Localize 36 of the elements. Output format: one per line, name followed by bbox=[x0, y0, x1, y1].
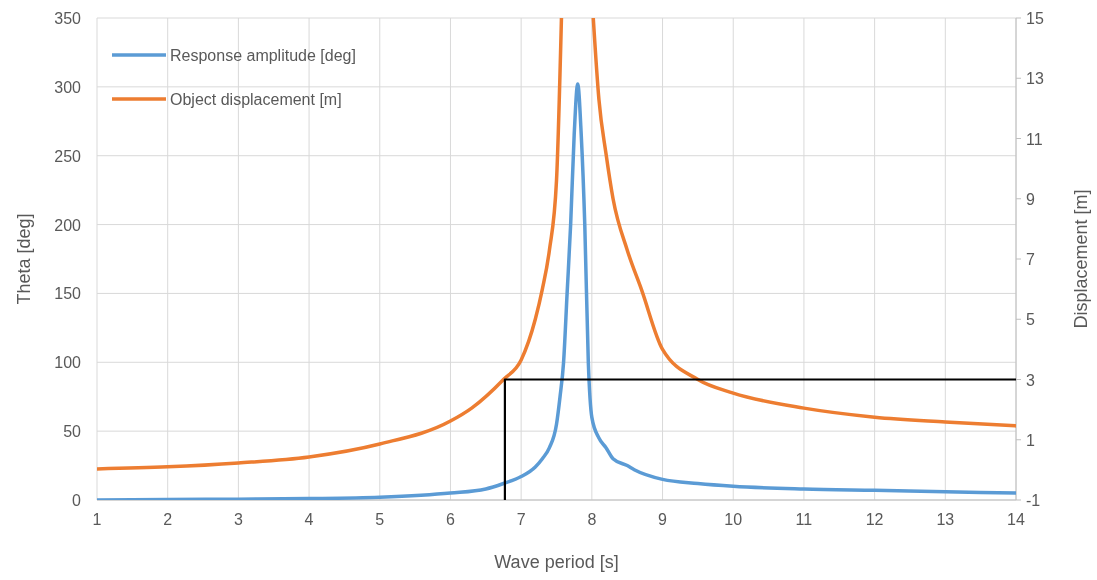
x-tick-label: 12 bbox=[865, 511, 884, 528]
y-tick-label: 50 bbox=[63, 423, 82, 441]
y-tick-label: 100 bbox=[54, 354, 82, 372]
legend-label: Response amplitude [deg] bbox=[170, 47, 356, 64]
y2-tick-label: 3 bbox=[1026, 371, 1035, 389]
legend-label: Object displacement [m] bbox=[170, 91, 342, 108]
y-tick-label: 250 bbox=[54, 147, 82, 165]
x-tick-label: 6 bbox=[446, 511, 456, 528]
y-tick-label: 350 bbox=[54, 10, 82, 27]
y-tick-label: 0 bbox=[72, 492, 82, 509]
y2-tick-label: 13 bbox=[1026, 70, 1044, 88]
x-tick-label: 13 bbox=[936, 511, 955, 528]
y-axis-title: Theta [deg] bbox=[14, 213, 34, 305]
x-tick-label: 8 bbox=[587, 511, 597, 528]
x-axis-title: Wave period [s] bbox=[494, 552, 619, 572]
y2-axis-title: Displacement [m] bbox=[1071, 189, 1091, 329]
x-tick-label: 11 bbox=[795, 511, 813, 528]
x-tick-label: 1 bbox=[92, 511, 102, 528]
y2-tick-label: 5 bbox=[1026, 311, 1035, 329]
y-tick-label: 150 bbox=[54, 285, 82, 303]
y-tick-label: 200 bbox=[54, 216, 82, 234]
y-tick-label: 300 bbox=[54, 78, 82, 96]
x-tick-label: 4 bbox=[304, 511, 314, 528]
x-tick-label: 9 bbox=[658, 511, 668, 528]
y2-tick-label: 1 bbox=[1026, 431, 1035, 449]
x-tick-label: 5 bbox=[375, 511, 385, 528]
x-tick-label: 7 bbox=[516, 511, 526, 528]
x-tick-label: 10 bbox=[724, 511, 743, 528]
y2-tick-label: 11 bbox=[1026, 130, 1043, 148]
y2-tick-label: 15 bbox=[1026, 10, 1044, 27]
x-tick-label: 2 bbox=[163, 511, 173, 528]
x-tick-label: 3 bbox=[233, 511, 243, 528]
y2-tick-label: -1 bbox=[1026, 492, 1041, 509]
y2-tick-label: 9 bbox=[1026, 190, 1035, 208]
y2-tick-label: 7 bbox=[1026, 251, 1035, 268]
x-tick-label: 14 bbox=[1007, 511, 1025, 528]
